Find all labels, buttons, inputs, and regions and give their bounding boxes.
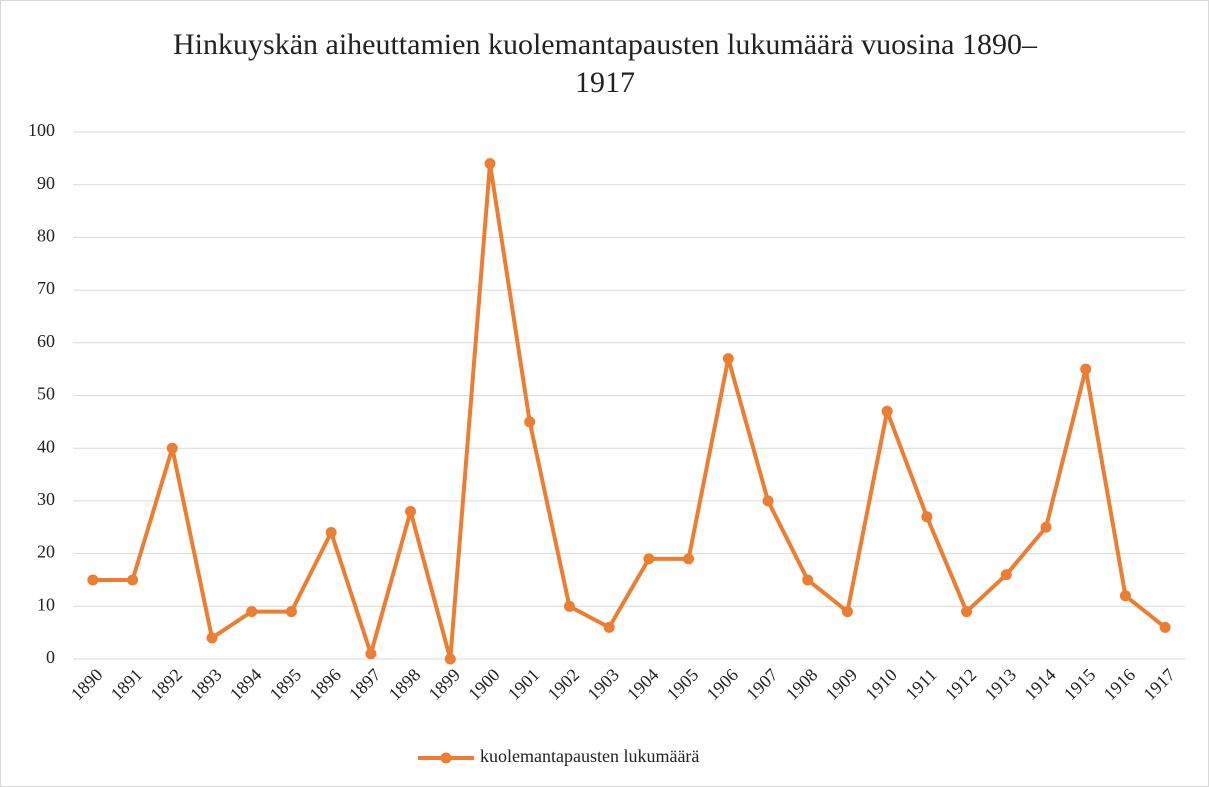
- data-point: [802, 574, 814, 586]
- x-tick-label: 1904: [623, 665, 663, 705]
- x-tick-label: 1905: [663, 665, 703, 705]
- chart-title: Hinkuyskän aiheuttamien kuolemantapauste…: [173, 28, 1037, 99]
- y-tick-label: 100: [28, 120, 55, 140]
- x-tick-label: 1912: [941, 665, 981, 705]
- data-point: [524, 416, 536, 428]
- y-tick-label: 20: [37, 542, 55, 562]
- x-tick-label: 1907: [742, 665, 782, 705]
- data-point: [643, 553, 655, 565]
- data-point: [1159, 621, 1171, 633]
- x-tick-label: 1903: [583, 665, 623, 705]
- data-point: [484, 158, 496, 170]
- x-tick-label: 1911: [901, 665, 940, 704]
- x-tick-label: 1892: [146, 665, 186, 705]
- data-point: [1000, 569, 1012, 581]
- y-tick-label: 40: [37, 436, 55, 456]
- x-tick-label: 1898: [385, 665, 425, 705]
- x-tick-label: 1899: [424, 665, 464, 705]
- x-tick-label: 1902: [544, 665, 584, 705]
- data-point: [961, 606, 973, 618]
- y-tick-label: 50: [37, 384, 55, 404]
- data-point: [683, 553, 695, 565]
- data-point: [405, 505, 417, 517]
- data-point: [87, 574, 99, 586]
- x-tick-label: 1915: [1060, 665, 1100, 705]
- y-tick-label: 80: [37, 226, 55, 246]
- legend-label: kuolemantapausten lukumäärä: [480, 746, 699, 766]
- x-tick-label: 1895: [266, 665, 306, 705]
- x-tick-label: 1906: [702, 665, 742, 705]
- legend-marker: [440, 752, 452, 764]
- x-tick-label: 1913: [980, 665, 1020, 705]
- data-point: [563, 600, 575, 612]
- x-tick-label: 1909: [822, 665, 862, 705]
- y-tick-label: 70: [37, 278, 55, 298]
- data-point: [881, 405, 893, 417]
- data-point: [841, 606, 853, 618]
- data-point: [921, 511, 933, 523]
- x-tick-label: 1891: [107, 665, 147, 705]
- data-point: [166, 442, 178, 454]
- data-point: [762, 495, 774, 507]
- x-tick-label: 1900: [464, 665, 504, 705]
- data-point: [127, 574, 139, 586]
- x-tick-label: 1917: [1139, 665, 1179, 705]
- y-tick-label: 10: [37, 594, 55, 614]
- x-tick-label: 1908: [782, 665, 822, 705]
- y-tick-label: 90: [37, 173, 55, 193]
- y-tick-label: 30: [37, 489, 55, 509]
- x-tick-label: 1893: [186, 665, 226, 705]
- data-point: [246, 606, 258, 618]
- data-point: [285, 606, 297, 618]
- x-tick-label: 1916: [1100, 665, 1140, 705]
- data-point: [325, 527, 337, 539]
- data-point: [206, 632, 218, 644]
- x-tick-label: 1896: [305, 665, 345, 705]
- data-point: [444, 653, 456, 665]
- x-tick-label: 1890: [67, 665, 107, 705]
- x-tick-label: 1910: [861, 665, 901, 705]
- data-point: [1080, 363, 1092, 375]
- series-line: [92, 161, 1167, 661]
- data-point: [603, 621, 615, 633]
- y-tick-label: 60: [37, 331, 55, 351]
- x-tick-label: 1901: [504, 665, 544, 705]
- x-tick-label: 1894: [226, 665, 266, 705]
- data-point: [365, 648, 377, 660]
- y-tick-label: 0: [46, 647, 55, 667]
- x-tick-label: 1897: [345, 665, 385, 705]
- data-point: [1040, 521, 1052, 533]
- data-point: [722, 353, 734, 365]
- x-tick-label: 1914: [1020, 665, 1060, 705]
- data-point: [1119, 590, 1131, 602]
